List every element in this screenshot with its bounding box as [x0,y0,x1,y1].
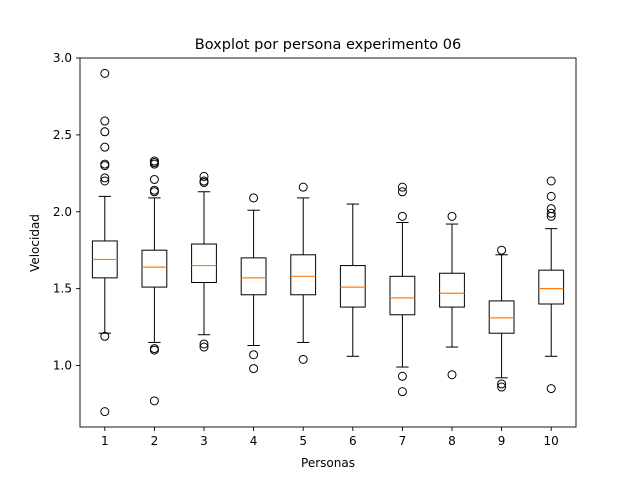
x-tick-label: 10 [544,434,559,448]
outlier-point [497,245,507,255]
x-tick-label: 9 [498,434,506,448]
outlier-point [100,331,110,341]
iqr-box [488,300,515,334]
outlier-point [397,371,407,381]
box-group-5 [290,182,317,364]
x-tick-label: 4 [250,434,258,448]
outlier-point [149,344,159,354]
outlier-point [497,382,507,392]
outlier-point [199,176,209,186]
iqr-box [240,257,267,296]
outlier-point [546,208,556,218]
box-group-9 [488,245,515,392]
outlier-point [100,407,110,417]
outlier-point [447,370,457,380]
iqr-box [339,265,366,308]
y-tick-label: 1.0 [53,359,72,373]
iqr-box [141,249,168,288]
outlier-point [397,211,407,221]
box-group-3 [191,171,217,352]
axes-frame [79,57,577,428]
outlier-point [149,185,159,195]
y-tick-label: 2.0 [53,205,72,219]
outlier-point [397,387,407,397]
outlier-point [199,171,209,181]
x-tick-label: 7 [399,434,407,448]
outlier-point [149,174,159,184]
iqr-box [290,254,317,296]
iqr-box [191,243,217,283]
outlier-point [447,211,457,221]
iqr-box [439,272,465,308]
box-group-6 [339,203,366,357]
x-tick-label: 3 [200,434,208,448]
iqr-box [389,275,416,316]
x-tick-label: 5 [299,434,307,448]
y-tick-label: 2.5 [53,128,72,142]
iqr-box [538,269,565,305]
box-group-2 [141,156,168,406]
box-group-7 [389,182,416,397]
x-tick-label: 8 [448,434,456,448]
outlier-point [199,339,209,349]
y-tick-label: 3.0 [53,51,72,65]
outlier-point [100,68,110,78]
box-group-8 [439,211,465,380]
outlier-point [249,350,259,360]
outlier-point [497,379,507,389]
y-tick-label: 1.5 [53,282,72,296]
outlier-point [199,342,209,352]
outlier-point [100,142,110,152]
outlier-point [249,193,259,203]
outlier-point [298,182,308,192]
outlier-point [397,187,407,197]
box-group-10 [538,176,565,394]
outlier-point [100,159,110,169]
outlier-point [100,116,110,126]
outlier-point [546,204,556,214]
outlier-point [100,173,110,183]
x-tick-label: 2 [151,434,159,448]
outlier-point [397,182,407,192]
chart-title: Boxplot por persona experimento 06 [195,37,461,53]
outlier-point [546,191,556,201]
outlier-point [546,176,556,186]
outlier-point [249,364,259,374]
outlier-point [149,396,159,406]
outlier-point [298,354,308,364]
plot-area: 1 2 3 4 5 6 7 8 9 10 1.0 1.5 2.0 2.5 3.0 [53,51,565,448]
x-axis-label: Personas [301,456,355,470]
x-tick-label: 6 [349,434,357,448]
box-group-1 [91,68,118,417]
outlier-point [546,384,556,394]
outlier-point [100,176,110,186]
x-tick-label: 1 [101,434,109,448]
box-group-4 [240,193,267,374]
outlier-point [149,156,159,166]
outlier-point [100,127,110,137]
y-axis-label: Velocidad [28,214,42,272]
